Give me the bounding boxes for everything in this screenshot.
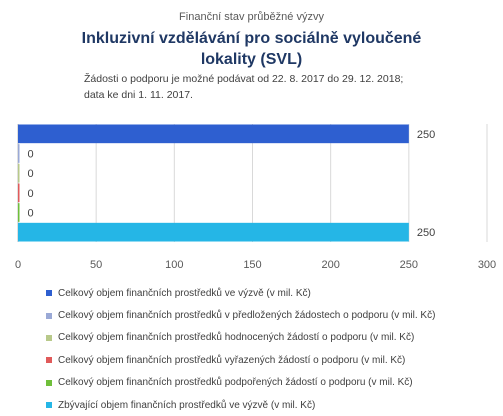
chart-legend: Celkový objem finančních prostředků ve v… [46, 282, 496, 416]
legend-swatch [46, 402, 52, 409]
chart-title: Inkluzivní vzdělávání pro sociálně vylou… [81, 30, 422, 68]
legend-label: Celkový objem finančních prostředků vyřa… [58, 354, 406, 366]
chart-supertitle: Finanční stav průběžné výzvy [179, 11, 324, 23]
x-tick-label: 0 [15, 259, 21, 271]
legend-item: Celkový objem finančních prostředků hodn… [46, 327, 496, 349]
legend-label: Celkový objem finančních prostředků v př… [58, 310, 436, 322]
legend-swatch [46, 357, 52, 364]
legend-label: Celkový objem finančních prostředků ve v… [58, 287, 311, 299]
x-tick-label: 250 [400, 259, 418, 271]
chart-subtitle-line-2: data ke dni 1. 11. 2017. [84, 89, 193, 101]
bar [18, 203, 20, 222]
legend-item: Celkový objem finančních prostředků vyřa… [46, 349, 496, 371]
bar [18, 163, 20, 183]
x-tick-label: 150 [243, 259, 261, 271]
legend-label: Zbývající objem finančních prostředků ve… [58, 399, 316, 411]
bar [18, 144, 20, 163]
legend-swatch [46, 312, 52, 319]
bar-data-label: 0 [28, 208, 34, 220]
bar-data-label: 0 [28, 188, 34, 200]
bar-data-label: 250 [417, 129, 435, 141]
bar [18, 222, 409, 242]
x-tick-label: 50 [90, 259, 102, 271]
bar-data-label: 250 [417, 227, 435, 239]
legend-swatch [46, 379, 52, 386]
x-tick-label: 300 [478, 259, 496, 271]
legend-item: Celkový objem finančních prostředků v př… [46, 304, 496, 326]
x-tick-label: 100 [165, 259, 183, 271]
legend-item: Celkový objem finančních prostředků ve v… [46, 282, 496, 304]
legend-item: Zbývající objem finančních prostředků ve… [46, 394, 496, 416]
bar [18, 124, 409, 144]
chart-subtitle-line-1: Žádosti o podporu je možné podávat od 22… [84, 73, 404, 85]
chart-subtitle: Žádosti o podporu je možné podávat od 22… [84, 71, 444, 103]
bar-data-label: 0 [28, 149, 34, 161]
legend-item: Celkový objem finančních prostředků podp… [46, 372, 496, 394]
legend-swatch [46, 334, 52, 341]
x-tick-label: 200 [321, 259, 339, 271]
bar [18, 183, 20, 203]
bar-chart: 0 50 100 150 200 250 300 250 0 0 0 0 250 [15, 124, 496, 271]
legend-swatch [46, 290, 52, 297]
legend-label: Celkový objem finančních prostředků hodn… [58, 332, 415, 344]
bar-data-label: 0 [28, 168, 34, 180]
legend-label: Celkový objem finančních prostředků podp… [58, 377, 413, 389]
